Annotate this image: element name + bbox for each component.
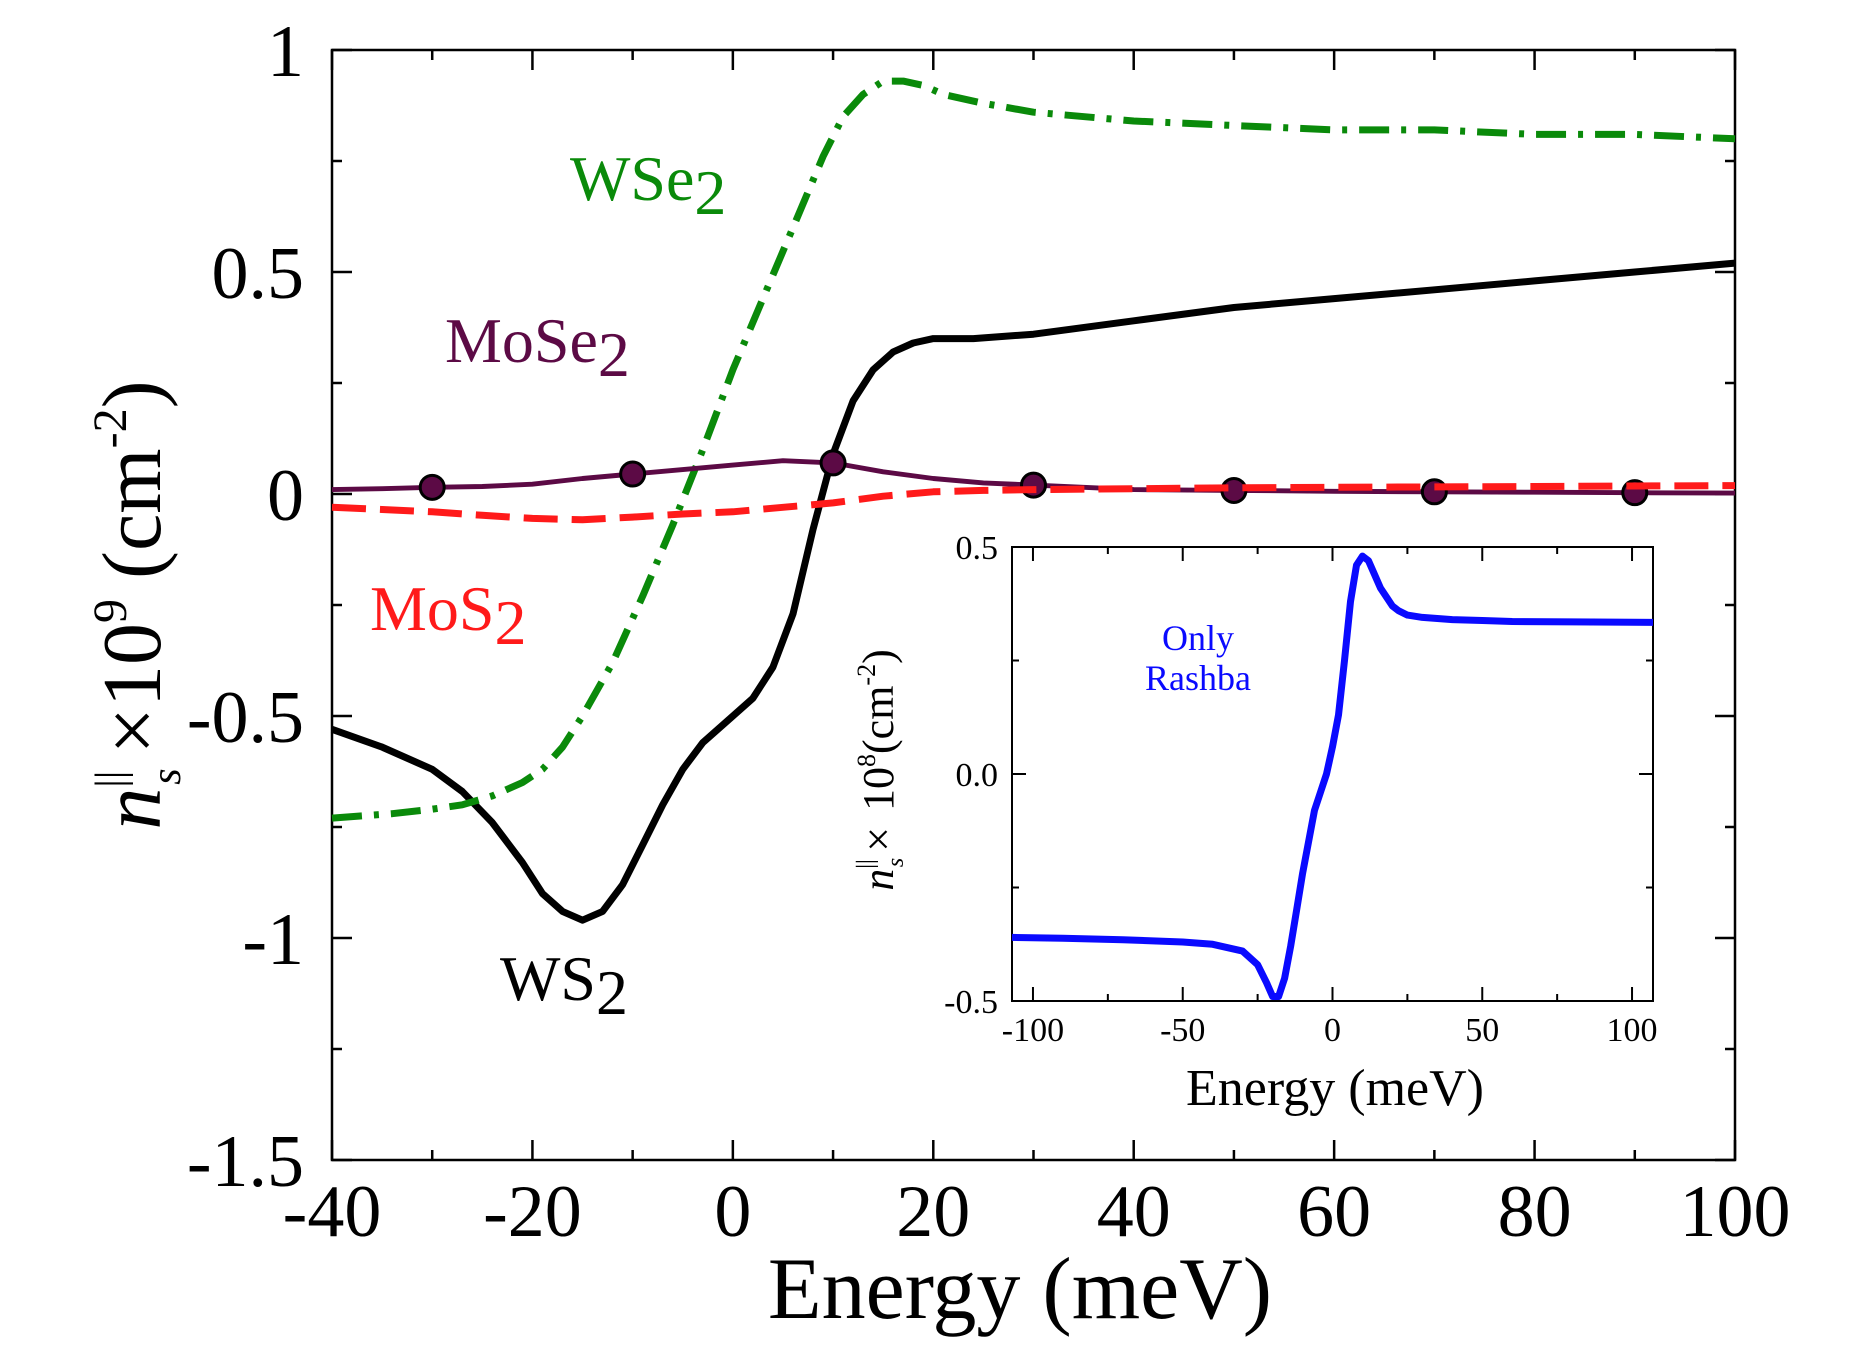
main-y-axis-title: n|| s×109(cm-2) — [84, 380, 190, 829]
series-line-wse2 — [331, 77, 1736, 822]
inset-plot-frame — [1011, 546, 1654, 1002]
x-tick-label: -40 — [283, 1171, 382, 1253]
x-tick-label: 60 — [1297, 1171, 1371, 1253]
main-x-axis: -40 -20 0 20 40 60 80 100 — [283, 50, 1791, 1253]
x-tick-label: -100 — [1002, 1012, 1064, 1049]
series-marker-mose2 — [1020, 471, 1047, 499]
label-mose2: MoSe2 — [445, 305, 630, 390]
y-tick-label: 0.5 — [956, 530, 999, 567]
main-y-axis: -1.5 -1 -0.5 0 0.5 1 — [187, 11, 1735, 1203]
y-tick-label: 1 — [267, 11, 304, 93]
series-marker-mose2 — [619, 460, 647, 488]
series-line-mos2 — [331, 482, 1736, 524]
y-tick-label: 0 — [267, 455, 304, 537]
main-series-group — [330, 77, 1736, 924]
x-tick-label: 80 — [1498, 1171, 1572, 1253]
x-tick-label: 100 — [1680, 1171, 1791, 1253]
series-line-only-rashba — [1011, 552, 1654, 1000]
x-tick-label: 40 — [1097, 1171, 1171, 1253]
series-marker-mose2 — [418, 473, 446, 501]
x-tick-label: 20 — [896, 1171, 970, 1253]
label-ws2: WS2 — [500, 943, 628, 1028]
inset-x-axis: -100 -50 0 50 100 — [1002, 547, 1658, 1049]
inset-annotation-line2: Rashba — [1145, 658, 1251, 698]
main-chart: -40 -20 0 20 40 60 80 100 -1.5-1-0.500.51 WSe2 … — [84, 11, 1791, 1338]
inset-y-axis: -0.5 0.0 0.5 — [944, 530, 1653, 1021]
y-tick-label: 0.0 — [956, 757, 999, 794]
series-marker-mose2 — [819, 449, 847, 477]
inset-y-axis-title: n|| s×108(cm-2) — [852, 649, 909, 891]
inset-x-axis-title: Energy (meV) — [1186, 1060, 1484, 1117]
x-tick-label: 0 — [1324, 1012, 1341, 1049]
main-x-axis-title: Energy (meV) — [768, 1241, 1272, 1338]
x-tick-label: -20 — [483, 1171, 582, 1253]
y-tick-label: -1.5 — [187, 1121, 304, 1203]
x-tick-label: -50 — [1160, 1012, 1205, 1049]
x-tick-label: 100 — [1607, 1012, 1658, 1049]
inset-chart: -100 -50 0 50 100 -0.5 0.0 0.5 Only Rashba Ene… — [852, 530, 1658, 1117]
label-mos2: MoS2 — [370, 573, 527, 658]
y-tick-label: 0.5 — [212, 233, 305, 315]
label-wse2: WSe2 — [570, 143, 726, 228]
inset-series-group — [1011, 552, 1654, 1000]
inset-annotation-line1: Only — [1162, 618, 1234, 658]
x-tick-label: 50 — [1465, 1012, 1499, 1049]
y-tick-label: -0.5 — [187, 677, 304, 759]
series-line-ws2 — [330, 259, 1736, 924]
series-line-mose2 — [331, 458, 1736, 496]
y-tick-label: -1 — [242, 899, 304, 981]
y-tick-label: -0.5 — [944, 984, 998, 1021]
x-tick-label: 0 — [714, 1171, 751, 1253]
